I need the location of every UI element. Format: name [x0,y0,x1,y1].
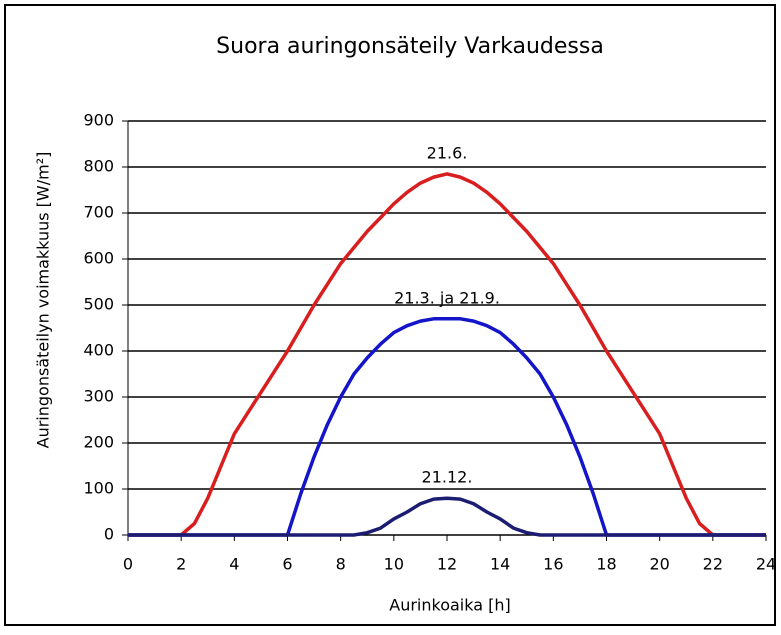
x-axis-label: Aurinkoaika [h] [389,596,510,615]
series-line [128,172,766,537]
y-tick-label: 0 [104,525,114,544]
x-tick-label: 6 [282,555,292,574]
x-tick-label: 0 [123,555,133,574]
y-tick-label: 200 [83,433,114,452]
x-tick-label: 2 [176,555,186,574]
x-tick-label: 10 [384,555,404,574]
series-label: 21.3. ja 21.9. [394,288,500,307]
x-tick-label: 24 [756,555,776,574]
series-line [128,496,766,537]
y-tick-label: 400 [83,341,114,360]
x-tick-label: 8 [336,555,346,574]
y-tick-label: 300 [83,387,114,406]
y-tick-label: 100 [83,479,114,498]
frame [4,4,776,626]
x-tick-label: 12 [437,555,457,574]
x-tick-label: 22 [703,555,723,574]
series-label: 21.12. [422,468,473,487]
y-tick-label: 600 [83,249,114,268]
y-tick-label: 500 [83,295,114,314]
y-tick-label: 800 [83,157,114,176]
x-tick-label: 18 [596,555,616,574]
y-tick-label: 900 [83,111,114,130]
y-tick-label: 700 [83,203,114,222]
x-tick-label: 4 [229,555,239,574]
series-label: 21.6. [427,143,468,162]
chart-title: Suora auringonsäteily Varkaudessa [216,34,604,59]
x-tick-label: 16 [543,555,563,574]
x-tick-label: 14 [490,555,510,574]
y-axis-label: Auringonsäteilyn voimakkuus [W/m²] [34,152,53,449]
x-tick-label: 20 [649,555,669,574]
